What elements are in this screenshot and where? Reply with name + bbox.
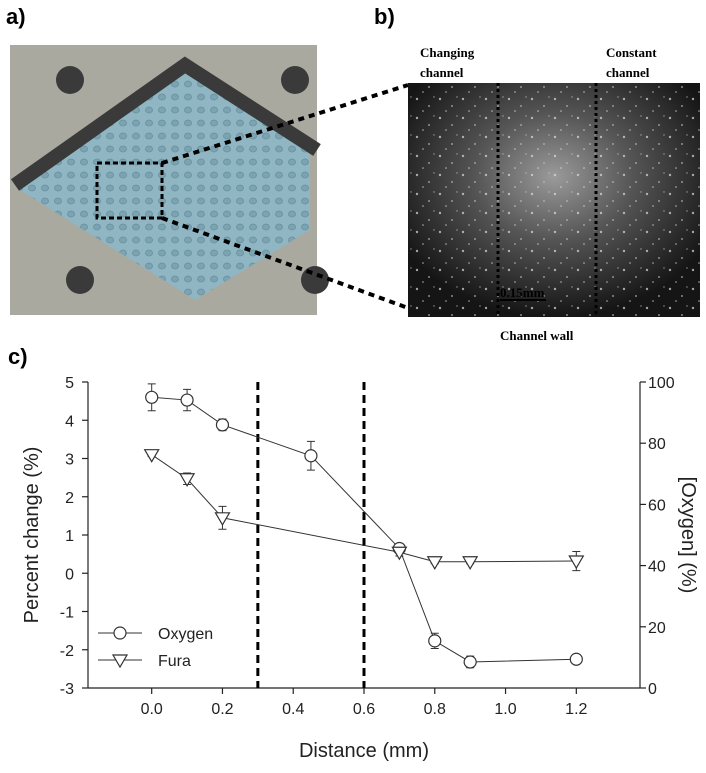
panel-label: b) xyxy=(374,4,395,29)
x-tick-label: 0.8 xyxy=(424,701,446,718)
y2-axis-label: [Oxygen] (%) xyxy=(677,477,699,594)
marker xyxy=(214,512,231,526)
x-tick-label: 0.6 xyxy=(353,701,375,718)
y-tick-label: 4 xyxy=(65,413,74,430)
x-tick-label: 0.0 xyxy=(141,701,163,718)
marker xyxy=(568,555,585,570)
scale-bar-label: 0.15mm xyxy=(500,285,545,300)
y-tick-label: 3 xyxy=(65,452,74,469)
marker xyxy=(111,654,129,669)
y2-tick-label: 100 xyxy=(648,375,675,392)
marker xyxy=(463,655,477,669)
x-tick-label: 1.2 xyxy=(565,701,587,718)
caption: channel xyxy=(606,65,650,80)
series-line xyxy=(151,396,577,663)
chart: 0.0 0.2 0.4 0.6 0.8 1.0 1.2 -3 -2 -1 0 1 2 3 4 5 0 20 40 60… xyxy=(21,375,699,762)
device-image xyxy=(10,45,329,315)
y-tick-label: 1 xyxy=(65,528,74,545)
marker xyxy=(426,556,443,570)
panel-label: a) xyxy=(6,4,26,29)
panel-label: c) xyxy=(8,344,28,369)
y-tick-label: -2 xyxy=(60,643,74,660)
marker xyxy=(428,634,442,648)
y2-tick-label: 40 xyxy=(648,559,666,576)
caption: Constant xyxy=(606,45,657,60)
marker xyxy=(391,546,408,561)
y2-tick-label: 60 xyxy=(648,497,666,514)
y2-tick-label: 20 xyxy=(648,620,666,637)
micrograph xyxy=(408,83,700,317)
y-tick-label: 2 xyxy=(65,490,74,507)
marker xyxy=(145,390,159,404)
y-tick-label: -3 xyxy=(60,681,74,698)
marker xyxy=(215,418,230,432)
x-tick-label: 0.2 xyxy=(211,701,233,718)
x-tick-label: 1.0 xyxy=(494,701,516,718)
marker xyxy=(179,473,196,487)
y-tick-label: 5 xyxy=(65,375,74,392)
legend-label: Oxygen xyxy=(158,626,213,643)
y2-tick-label: 80 xyxy=(648,436,666,453)
y2-tick-label: 0 xyxy=(648,681,657,698)
marker xyxy=(113,626,127,640)
y-axis-label: Percent change (%) xyxy=(21,447,43,624)
marker xyxy=(304,449,318,463)
caption: Changing xyxy=(420,45,475,60)
marker xyxy=(569,652,583,666)
caption: channel xyxy=(420,65,464,80)
y-tick-label: 0 xyxy=(65,566,74,583)
series-line xyxy=(151,454,577,563)
x-axis-label: Distance (mm) xyxy=(299,740,429,762)
caption: Channel wall xyxy=(500,328,574,343)
y-tick-label: -1 xyxy=(60,605,74,622)
marker xyxy=(143,449,160,463)
x-tick-label: 0.4 xyxy=(282,701,304,718)
marker xyxy=(462,556,479,570)
legend-label: Fura xyxy=(158,653,191,670)
marker xyxy=(180,393,194,407)
